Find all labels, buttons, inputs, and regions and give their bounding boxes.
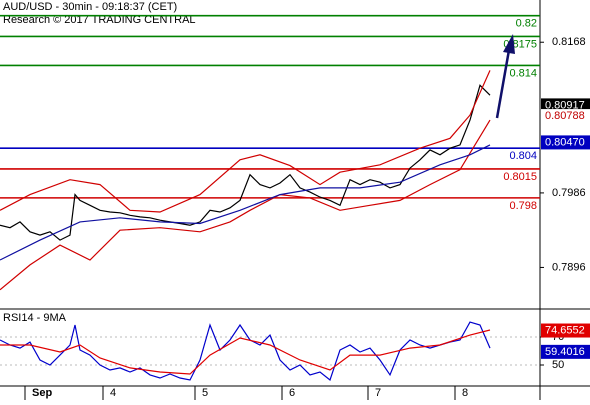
price-tag-label: 59.4016 (545, 346, 585, 358)
x-tick-label: Sep (32, 387, 52, 399)
level-label: 0.82 (516, 18, 537, 30)
x-tick-label: 8 (462, 387, 468, 399)
level-label: 0.798 (509, 200, 537, 212)
x-tick-label: 4 (110, 387, 116, 399)
price-tag (541, 344, 590, 359)
forecast-arrow (495, 49, 511, 119)
level-label: 0.8015 (503, 171, 537, 183)
series-line (0, 144, 491, 261)
y-tick-label: 0.8168 (552, 36, 586, 48)
y-tick-label: 50 (552, 359, 564, 371)
arrow-head (503, 34, 515, 54)
series-line (0, 329, 491, 375)
price-tag (541, 98, 590, 113)
price-tag-label: 0.80470 (545, 136, 585, 148)
price-tag-label: 74.6552 (545, 324, 585, 336)
price-tag-label: 0.80917 (545, 99, 585, 111)
series-line (0, 84, 491, 241)
y-tick-label: 0.7896 (552, 261, 586, 273)
chart-subtitle: Research © 2017 TRADING CENTRAL (3, 14, 196, 26)
price-tag (541, 323, 590, 338)
series-line (0, 70, 491, 213)
price-tag-label: 0.80788 (545, 110, 585, 122)
series-line (0, 321, 491, 382)
y-tick-label: 0.7986 (552, 187, 586, 199)
price-tag (541, 135, 590, 150)
chart-title: AUD/USD - 30min - 09:18:37 (CET) (3, 1, 177, 13)
x-tick-label: 6 (289, 387, 295, 399)
x-tick-label: 5 (202, 387, 208, 399)
rsi-title: RSI14 - 9MA (3, 312, 67, 324)
level-label: 0.814 (509, 67, 537, 79)
level-label: 0.804 (509, 150, 537, 162)
x-tick-label: 7 (375, 387, 381, 399)
price-tag (541, 109, 590, 124)
series-line (0, 119, 491, 291)
